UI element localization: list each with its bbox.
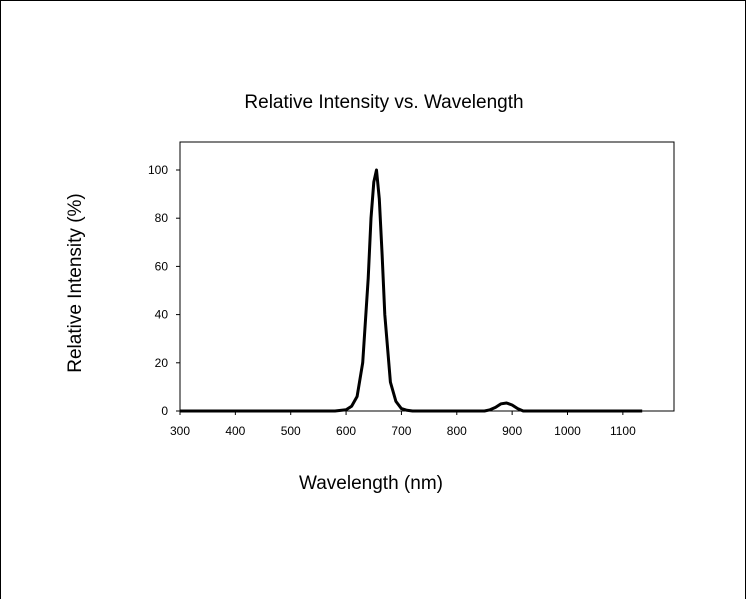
y-axis: 0 20 40 60 80 100: [148, 163, 180, 418]
x-tick-label: 500: [281, 424, 301, 438]
y-tick-label: 60: [155, 259, 169, 273]
plot-area: [179, 141, 675, 412]
x-tick-label: 1100: [610, 424, 636, 438]
y-tick-label: 40: [155, 308, 169, 322]
x-tick-label: 800: [447, 424, 467, 438]
y-axis-label: Relative Intensity (%): [65, 193, 86, 373]
x-tick-label: 1000: [554, 424, 581, 438]
y-tick-label: 80: [155, 211, 169, 225]
y-tick-label: 100: [148, 163, 168, 177]
x-tick-label: 600: [336, 424, 356, 438]
x-tick-label: 900: [502, 424, 522, 438]
chart-title: Relative Intensity vs. Wavelength: [244, 92, 523, 113]
series-line: [180, 168, 643, 413]
x-axis-label: Wavelength (nm): [299, 473, 443, 494]
x-tick-label: 700: [391, 424, 411, 438]
x-tick-label: 300: [170, 424, 190, 438]
y-tick-label: 0: [161, 404, 168, 418]
x-axis: 300 400 500 600 700 800 900 1000 1100: [170, 411, 636, 438]
x-tick-label: 400: [225, 424, 245, 438]
y-tick-label: 20: [155, 356, 169, 370]
